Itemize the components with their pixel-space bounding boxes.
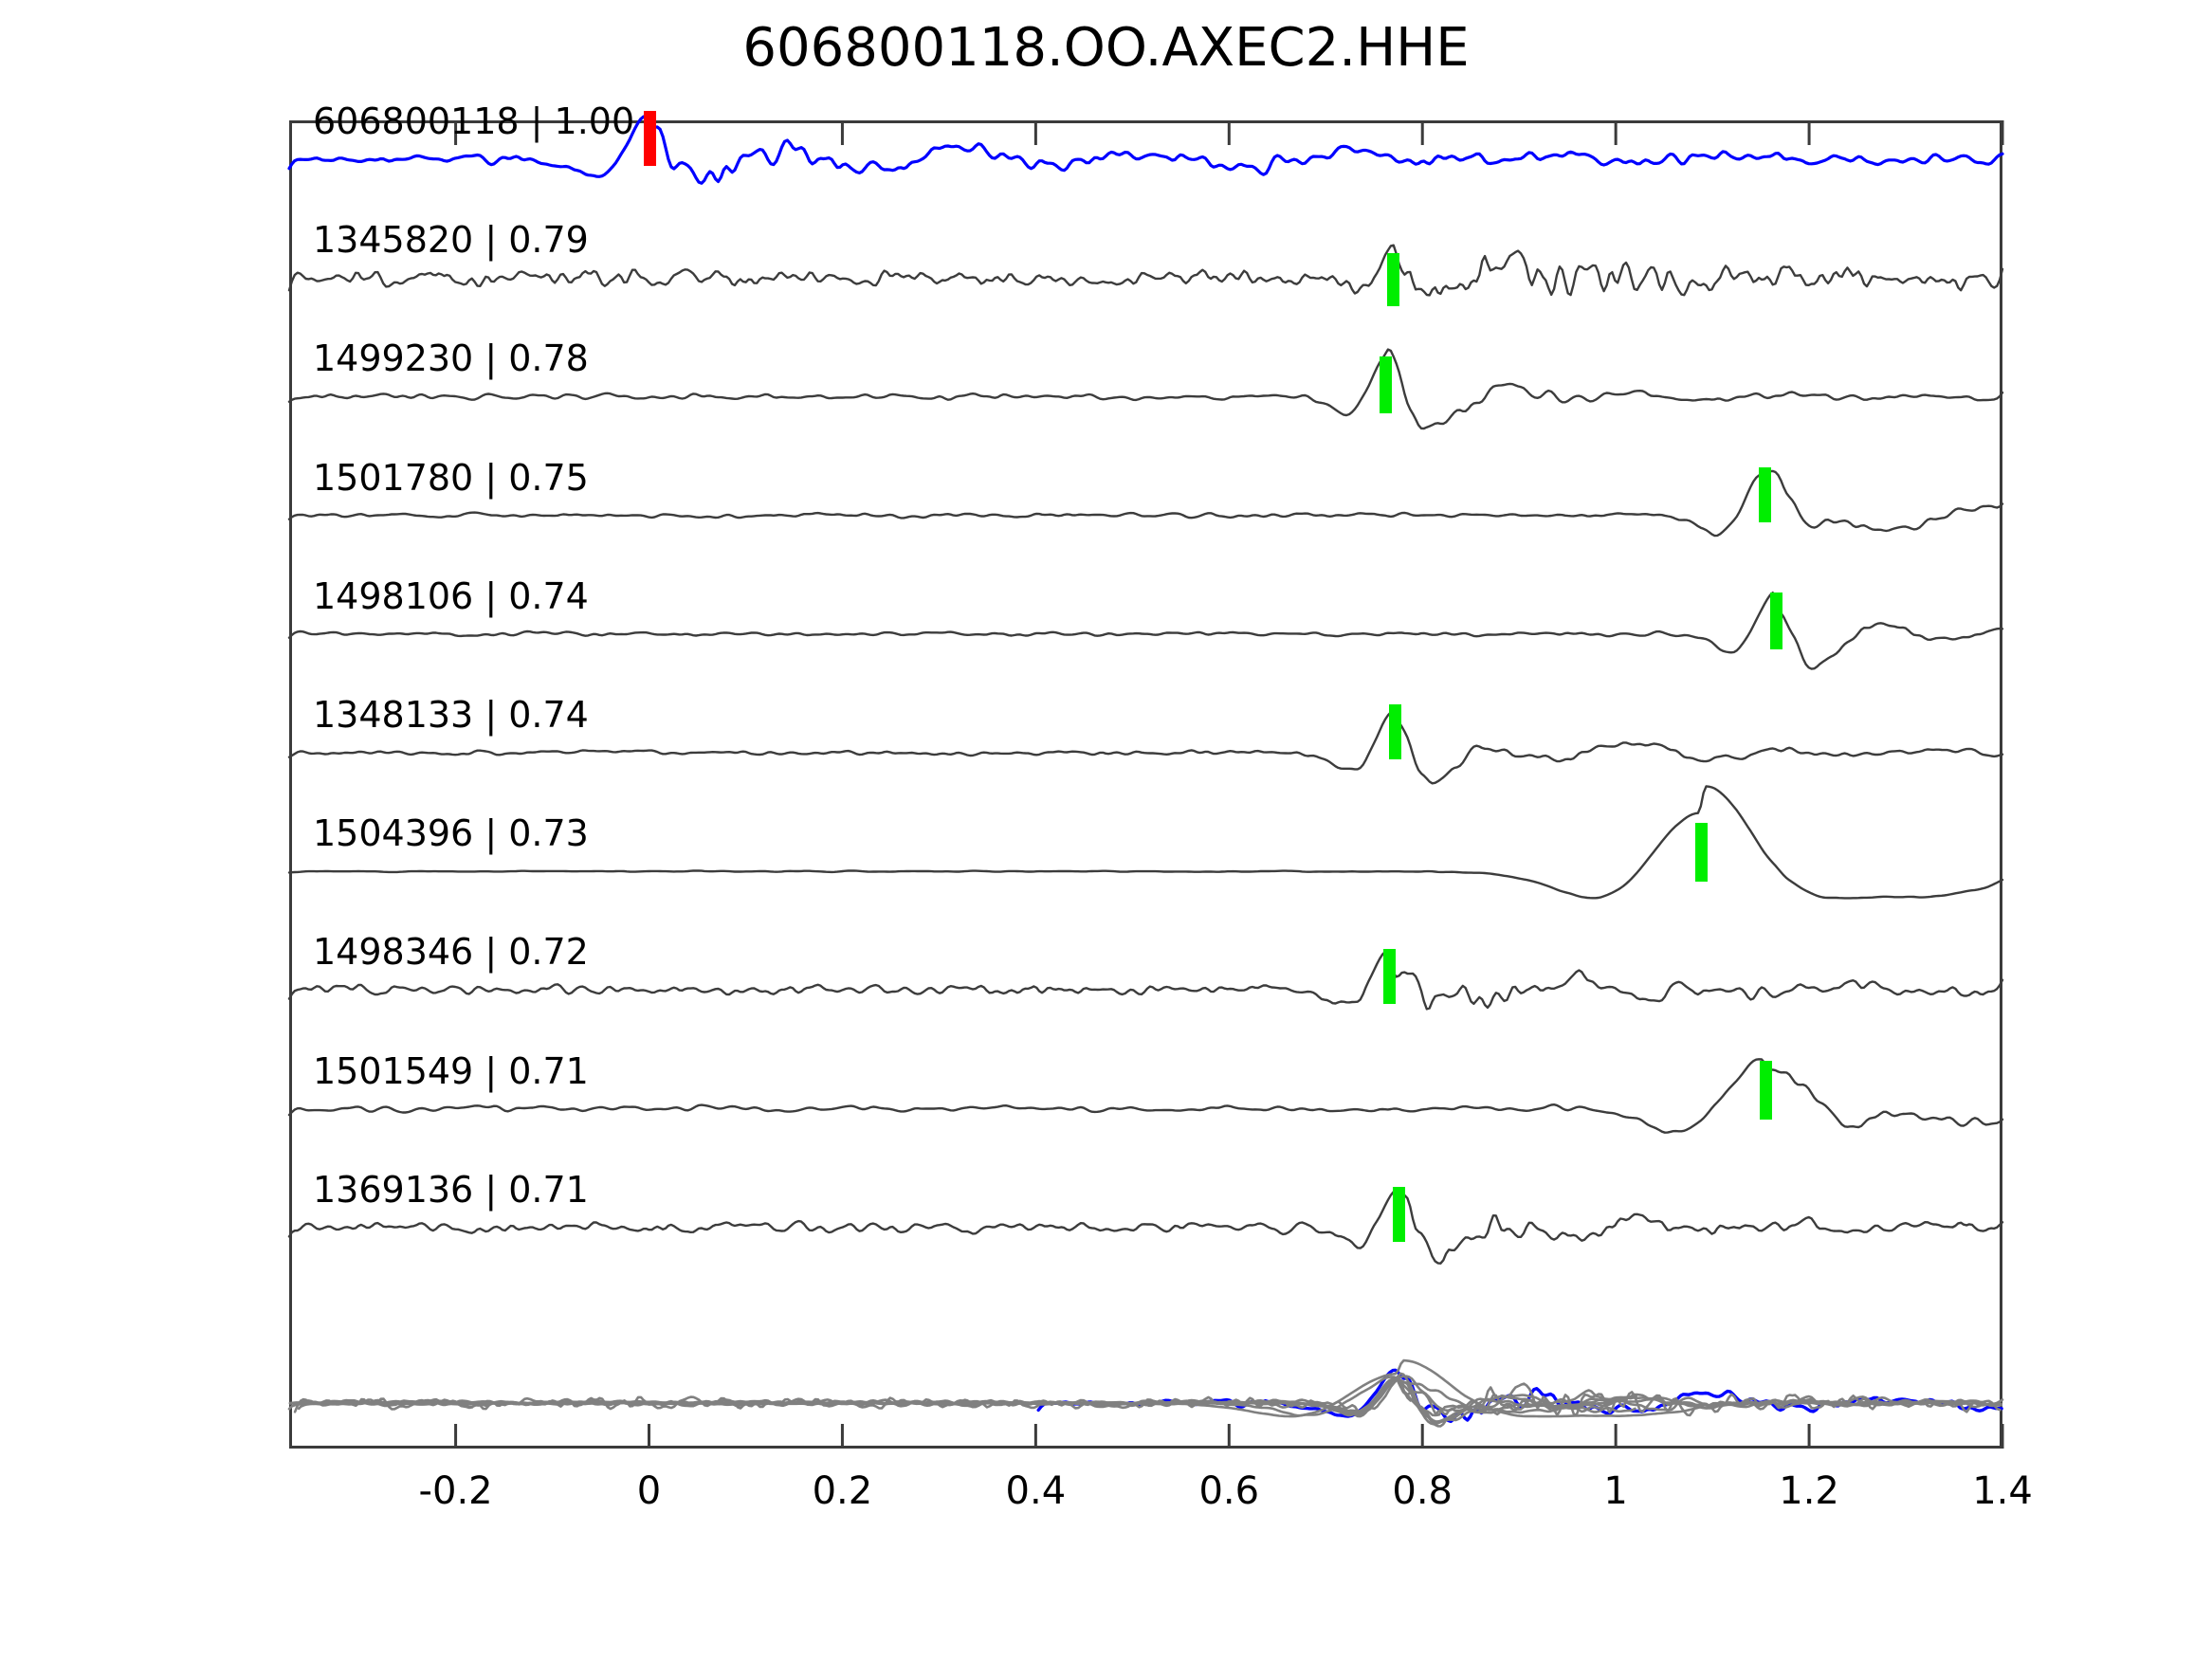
x-tick-label: 0.6 bbox=[1198, 1469, 1260, 1513]
match-pick-marker-1498106 bbox=[1770, 592, 1783, 649]
plot-axes-frame bbox=[289, 120, 2002, 1449]
waveform-trace-1504396 bbox=[287, 785, 2004, 900]
x-tick-label: 0.4 bbox=[1005, 1469, 1067, 1513]
x-tick-label: 0.2 bbox=[812, 1469, 873, 1513]
trace-label-1348133: 1348133 | 0.74 bbox=[313, 694, 589, 736]
trace-label-1498346: 1498346 | 0.72 bbox=[313, 931, 589, 974]
waveform-trace-1498106 bbox=[287, 592, 2004, 670]
page-title: 606800118.OO.AXEC2.HHE bbox=[742, 17, 1470, 79]
match-pick-marker-1348133 bbox=[1388, 704, 1401, 759]
match-pick-marker-1501549 bbox=[1760, 1060, 1773, 1120]
overlay-trace-1499230 bbox=[301, 1372, 2002, 1425]
overlay-trace-1345820 bbox=[293, 1378, 2002, 1417]
x-tick-label: 1.4 bbox=[1972, 1469, 2033, 1513]
waveform-trace-1498346 bbox=[287, 950, 2004, 1011]
trace-label-1369136: 1369136 | 0.71 bbox=[313, 1168, 589, 1211]
overlay-trace-1498346 bbox=[297, 1376, 2002, 1417]
trace-label-1504396: 1504396 | 0.73 bbox=[313, 812, 589, 855]
match-pick-marker-1345820 bbox=[1386, 253, 1399, 307]
waveform-trace-1369136 bbox=[287, 1189, 2004, 1265]
x-tick-label: 1 bbox=[1603, 1469, 1628, 1513]
match-pick-marker-1504396 bbox=[1694, 823, 1708, 883]
overlay-trace-1369136 bbox=[287, 1377, 2004, 1428]
x-tick-label: 0 bbox=[636, 1469, 662, 1513]
trace-label-1501780: 1501780 | 0.75 bbox=[313, 456, 589, 499]
waveform-trace-606800118 bbox=[287, 115, 2004, 185]
trace-label-1345820: 1345820 | 0.79 bbox=[313, 219, 589, 262]
trace-label-1498106: 1498106 | 0.74 bbox=[313, 574, 589, 617]
trace-label-1501549: 1501549 | 0.71 bbox=[313, 1049, 589, 1092]
match-pick-marker-1369136 bbox=[1392, 1186, 1405, 1242]
x-tick-label: 0.8 bbox=[1392, 1469, 1453, 1513]
trace-label-1499230: 1499230 | 0.78 bbox=[313, 337, 589, 380]
match-pick-marker-1499230 bbox=[1380, 356, 1393, 414]
x-tick-label: -0.2 bbox=[418, 1469, 493, 1513]
waveform-trace-1499230 bbox=[287, 348, 2004, 430]
waveform-trace-1501549 bbox=[287, 1058, 2004, 1134]
trace-label-606800118: 606800118 | 1.00 bbox=[313, 100, 635, 142]
waveform-trace-1348133 bbox=[287, 711, 2004, 785]
match-pick-marker-1501780 bbox=[1759, 466, 1772, 522]
waveform-trace-1345820 bbox=[287, 244, 2004, 297]
reference-pick-marker-606800118 bbox=[643, 111, 656, 166]
match-pick-marker-1498346 bbox=[1382, 949, 1396, 1005]
waveform-trace-1501780 bbox=[287, 469, 2004, 538]
x-tick-label: 1.2 bbox=[1779, 1469, 1839, 1513]
